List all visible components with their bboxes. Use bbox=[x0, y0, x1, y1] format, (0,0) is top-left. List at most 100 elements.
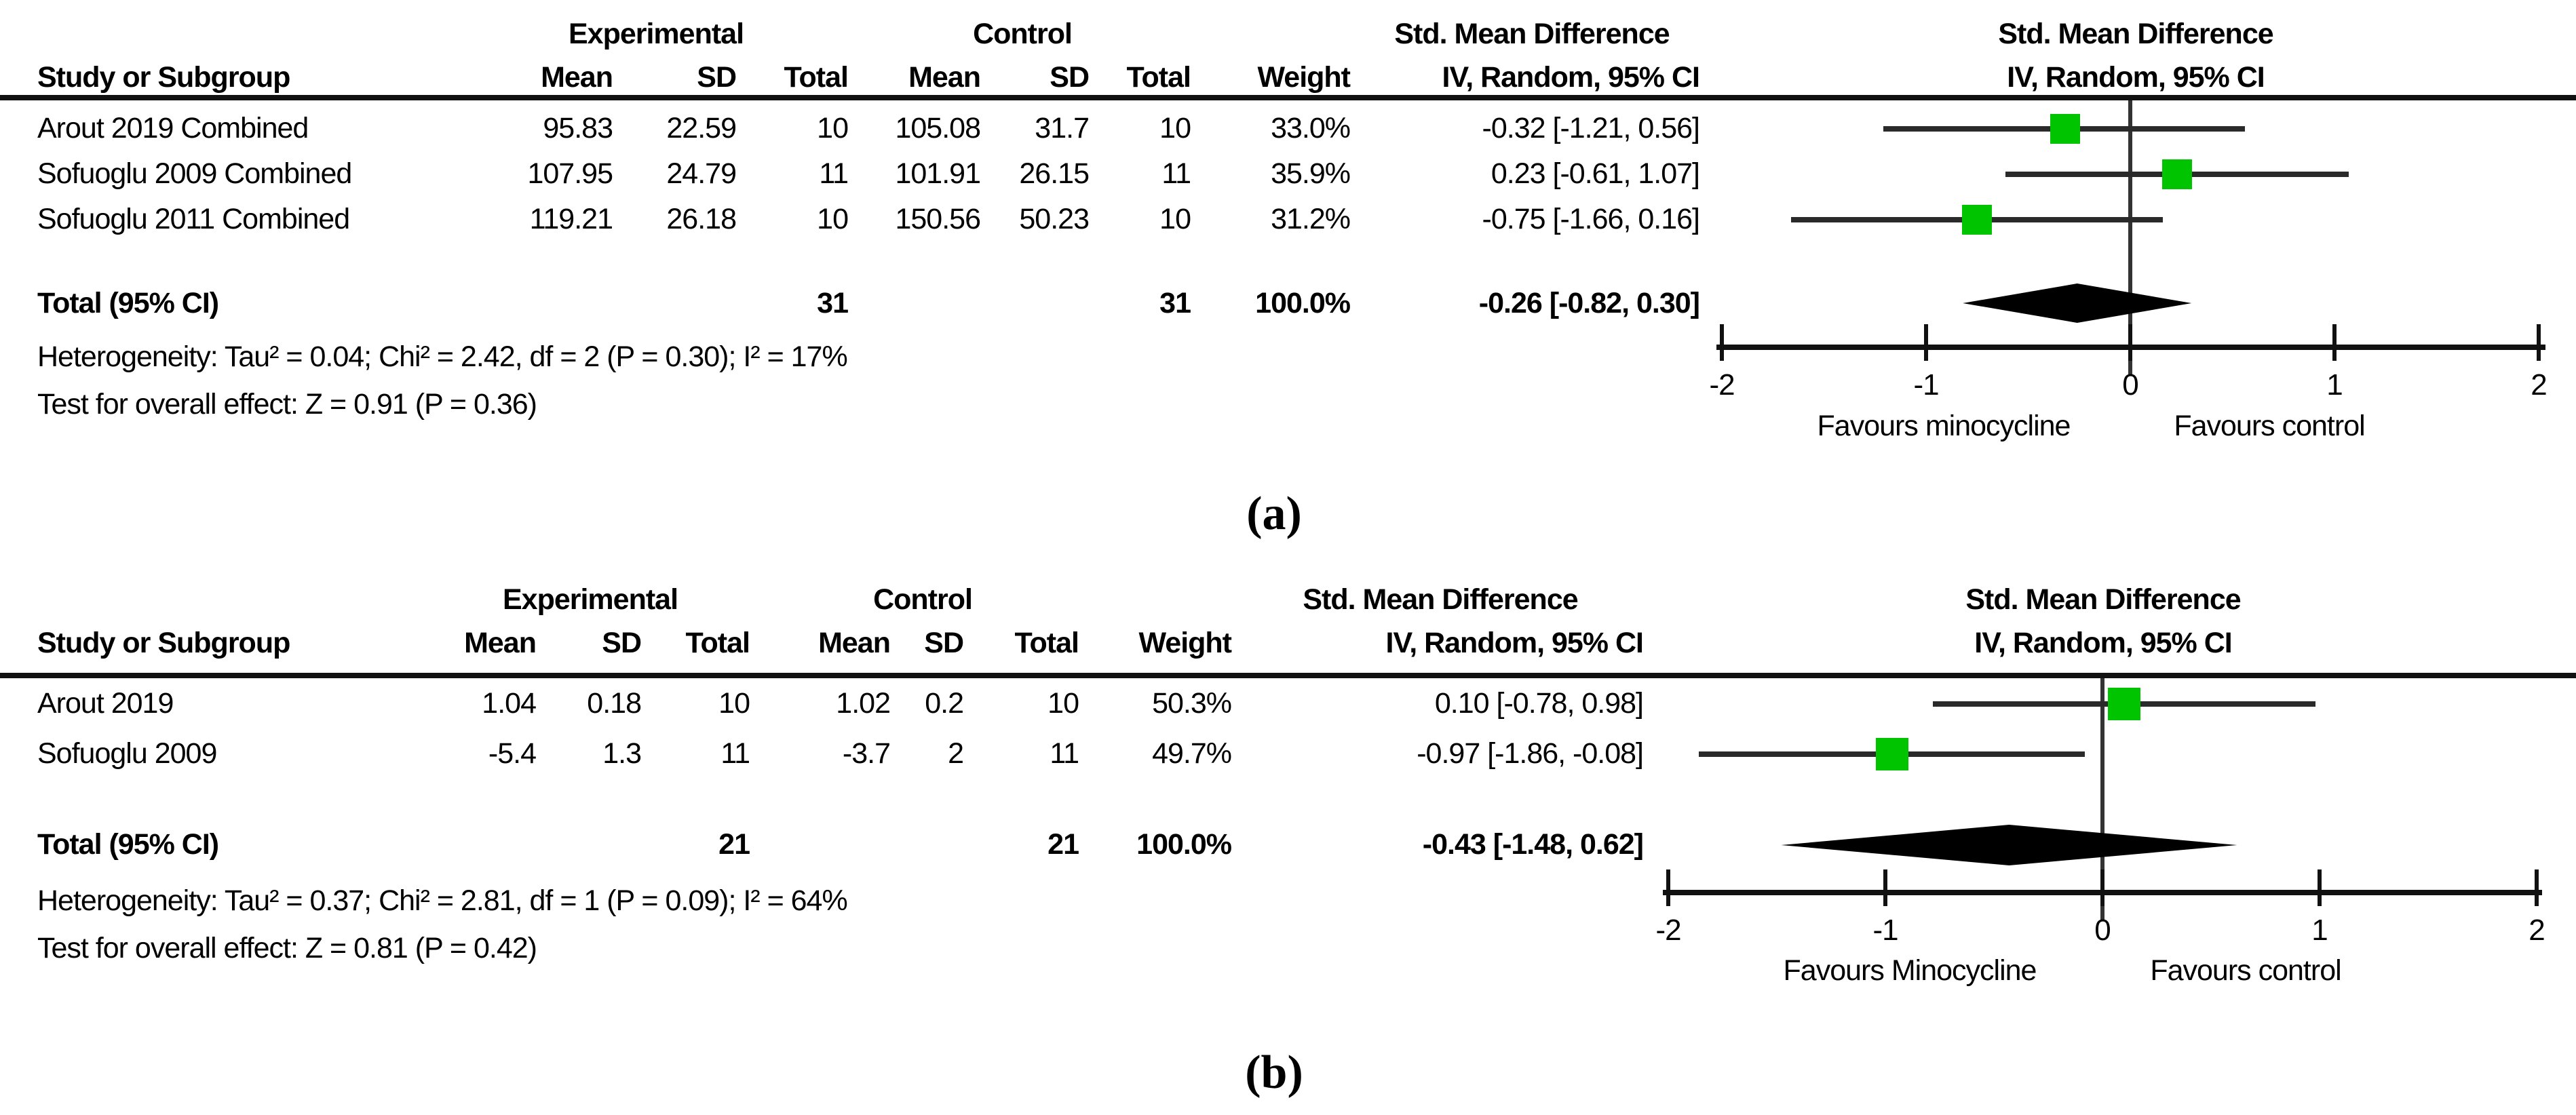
cell-value: 107.95 bbox=[527, 157, 613, 190]
tick-label: -1 bbox=[1872, 914, 1898, 947]
study-square-marker bbox=[1875, 738, 1908, 770]
cell-value: 24.79 bbox=[666, 157, 737, 190]
col-header-ctrl-sd: SD bbox=[924, 627, 964, 659]
heterogeneity-line: Heterogeneity: Tau² = 0.04; Chi² = 2.42,… bbox=[37, 340, 848, 373]
col-header-ctrl-sd: SD bbox=[1050, 61, 1090, 94]
ci-value: -0.97 [-1.86, -0.08] bbox=[1417, 737, 1644, 770]
tick-label: 0 bbox=[2094, 914, 2111, 947]
axis-tick bbox=[1720, 324, 1724, 361]
total-ctrl-n: 31 bbox=[1159, 287, 1191, 319]
smd-header-plot-column: Std. Mean Difference bbox=[1965, 583, 2241, 616]
cell-value: 10 bbox=[817, 203, 849, 235]
cell-value: 35.9% bbox=[1271, 157, 1351, 190]
col-header-method: IV, Random, 95% CI bbox=[1385, 627, 1644, 659]
cell-value: 26.15 bbox=[1019, 157, 1090, 190]
study-square-marker bbox=[2050, 114, 2080, 144]
smd-header-text-column: Std. Mean Difference bbox=[1394, 18, 1670, 50]
col-header-exp-mean: Mean bbox=[541, 61, 613, 94]
cell-value: 10 bbox=[1047, 687, 1079, 720]
cell-value: 31.2% bbox=[1271, 203, 1351, 235]
cell-value: 95.83 bbox=[543, 112, 613, 144]
study-name: Sofuoglu 2009 Combined bbox=[37, 157, 352, 190]
total-ctrl-n: 21 bbox=[1047, 828, 1079, 861]
group-header-experimental: Experimental bbox=[568, 18, 744, 50]
ci-value: 0.23 [-0.61, 1.07] bbox=[1491, 157, 1700, 190]
smd-header-text-column: Std. Mean Difference bbox=[1303, 583, 1578, 616]
tick-label: -1 bbox=[1913, 368, 1939, 402]
col-header-ctrl-mean: Mean bbox=[818, 627, 891, 659]
ci-value: -0.75 [-1.66, 0.16] bbox=[1482, 203, 1700, 235]
total-row-label: Total (95% CI) bbox=[37, 828, 219, 861]
ci-value: -0.32 [-1.21, 0.56] bbox=[1482, 112, 1700, 144]
col-header-ctrl-total: Total bbox=[1126, 61, 1191, 94]
cell-value: 49.7% bbox=[1152, 737, 1232, 770]
axis-tick bbox=[1924, 324, 1928, 361]
tick-label: 1 bbox=[2311, 914, 2328, 947]
group-header-control: Control bbox=[973, 18, 1073, 50]
cell-value: 150.56 bbox=[895, 203, 981, 235]
plot-header-method: IV, Random, 95% CI bbox=[1974, 627, 2232, 659]
ci-value: 0.10 [-0.78, 0.98] bbox=[1434, 687, 1644, 720]
col-header-exp-mean: Mean bbox=[464, 627, 537, 659]
col-header-ctrl-mean: Mean bbox=[908, 61, 981, 94]
col-header-exp-sd: SD bbox=[602, 627, 642, 659]
cell-value: 1.02 bbox=[836, 687, 891, 720]
cell-value: 11 bbox=[720, 737, 750, 770]
cell-value: 50.23 bbox=[1019, 203, 1090, 235]
cell-value: 33.0% bbox=[1271, 112, 1351, 144]
total-weight: 100.0% bbox=[1136, 828, 1232, 861]
plot-header-method: IV, Random, 95% CI bbox=[2007, 61, 2265, 94]
total-ci-value: -0.43 [-1.48, 0.62] bbox=[1422, 828, 1644, 861]
heterogeneity-line: Heterogeneity: Tau² = 0.37; Chi² = 2.81,… bbox=[37, 884, 848, 917]
favours-left-label: Favours Minocycline bbox=[1783, 954, 2037, 987]
cell-value: 10 bbox=[1159, 203, 1191, 235]
smd-header-plot-column: Std. Mean Difference bbox=[1998, 18, 2273, 50]
cell-value: -5.4 bbox=[488, 737, 537, 770]
col-header-study: Study or Subgroup bbox=[37, 61, 290, 94]
cell-value: 10 bbox=[1159, 112, 1191, 144]
col-header-exp-total: Total bbox=[784, 61, 849, 94]
cell-value: 26.18 bbox=[666, 203, 737, 235]
cell-value: 22.59 bbox=[666, 112, 737, 144]
col-header-exp-total: Total bbox=[685, 627, 750, 659]
cell-value: 105.08 bbox=[895, 112, 981, 144]
cell-value: 31.7 bbox=[1035, 112, 1090, 144]
study-name: Sofuoglu 2011 Combined bbox=[37, 203, 350, 235]
cell-value: 0.18 bbox=[587, 687, 642, 720]
total-exp-n: 31 bbox=[817, 287, 849, 319]
col-header-method: IV, Random, 95% CI bbox=[1442, 61, 1700, 94]
tick-label: 2 bbox=[2531, 368, 2548, 402]
panel-caption-a: (a) bbox=[1246, 488, 1302, 540]
tick-label: -2 bbox=[1709, 368, 1735, 402]
group-header-experimental: Experimental bbox=[502, 583, 678, 616]
axis-tick bbox=[2535, 869, 2539, 906]
study-name: Arout 2019 Combined bbox=[37, 112, 309, 144]
study-name: Sofuoglu 2009 bbox=[37, 737, 217, 770]
tick-label: -2 bbox=[1655, 914, 1681, 947]
cell-value: 10 bbox=[718, 687, 750, 720]
header-rule bbox=[0, 673, 2576, 678]
tick-label: 2 bbox=[2529, 914, 2545, 947]
zero-line bbox=[2128, 100, 2132, 374]
axis-tick bbox=[2318, 869, 2322, 906]
col-header-ctrl-total: Total bbox=[1014, 627, 1079, 659]
pooled-diamond bbox=[1781, 825, 2237, 865]
cell-value: 1.3 bbox=[602, 737, 642, 770]
col-header-weight: Weight bbox=[1257, 61, 1351, 94]
study-square-marker bbox=[2108, 688, 2140, 720]
overall-effect-line: Test for overall effect: Z = 0.91 (P = 0… bbox=[37, 388, 537, 420]
cell-value: 2 bbox=[948, 737, 964, 770]
total-row-label: Total (95% CI) bbox=[37, 287, 219, 319]
cell-value: 50.3% bbox=[1152, 687, 1232, 720]
cell-value: 0.2 bbox=[925, 687, 964, 720]
axis-tick bbox=[2332, 324, 2337, 361]
axis-tick bbox=[1666, 869, 1670, 906]
tick-label: 0 bbox=[2122, 368, 2139, 402]
cell-value: 1.04 bbox=[482, 687, 537, 720]
axis-tick bbox=[2100, 869, 2104, 906]
col-header-study: Study or Subgroup bbox=[37, 627, 290, 659]
cell-value: 11 bbox=[1161, 157, 1191, 190]
total-weight: 100.0% bbox=[1255, 287, 1351, 319]
col-header-weight: Weight bbox=[1138, 627, 1232, 659]
